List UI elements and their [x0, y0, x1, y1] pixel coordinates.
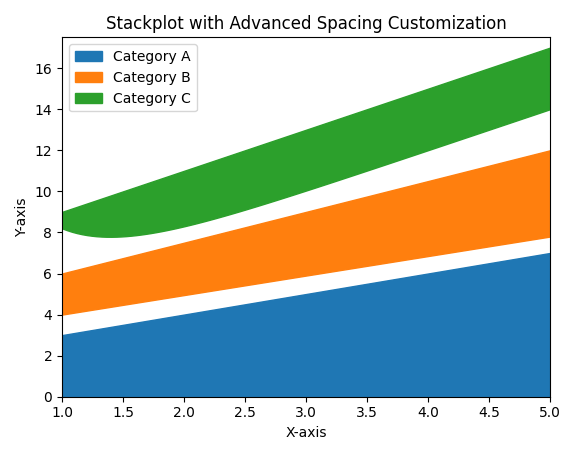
Title: Stackplot with Advanced Spacing Customization: Stackplot with Advanced Spacing Customiz…	[105, 15, 506, 33]
Y-axis label: Y-axis: Y-axis	[15, 197, 29, 237]
Legend: Category A, Category B, Category C: Category A, Category B, Category C	[69, 44, 197, 111]
X-axis label: X-axis: X-axis	[285, 426, 327, 440]
